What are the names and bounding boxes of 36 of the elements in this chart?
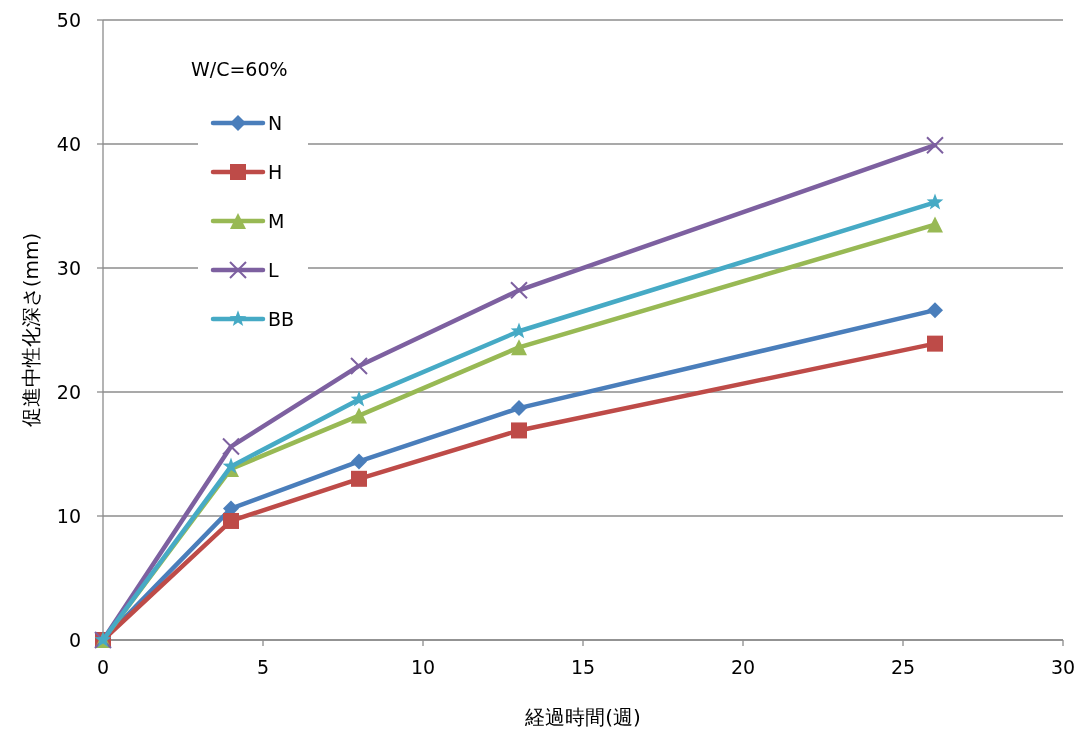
point bbox=[351, 470, 367, 487]
x-tick-label: 0 bbox=[96, 656, 110, 678]
x-tick-label: 20 bbox=[730, 656, 756, 678]
point bbox=[927, 216, 943, 233]
legend-label: N bbox=[268, 112, 283, 134]
x-tick-label: 25 bbox=[890, 656, 916, 678]
point bbox=[351, 453, 367, 470]
point bbox=[351, 407, 367, 424]
y-tick-label: 20 bbox=[56, 381, 81, 403]
y-tick-label: 0 bbox=[68, 629, 81, 651]
point bbox=[511, 422, 527, 439]
y-tick-label: 50 bbox=[56, 9, 81, 31]
y-tick-label: 30 bbox=[56, 257, 81, 279]
x-axis-title: 経過時間(週) bbox=[524, 705, 641, 729]
x-tick-label: 10 bbox=[410, 656, 436, 678]
point bbox=[926, 136, 944, 155]
point bbox=[927, 302, 943, 319]
point bbox=[223, 512, 239, 529]
point bbox=[510, 281, 528, 300]
y-tick-label: 40 bbox=[56, 133, 81, 155]
legend-label: BB bbox=[268, 308, 295, 330]
y-tick-label: 10 bbox=[56, 505, 81, 527]
legend-label: H bbox=[268, 161, 283, 183]
point bbox=[511, 339, 527, 356]
legend-title: W/C=60% bbox=[191, 58, 288, 80]
point bbox=[222, 437, 240, 456]
x-tick-label: 30 bbox=[1050, 656, 1076, 678]
x-tick-label: 15 bbox=[570, 656, 596, 678]
point bbox=[926, 193, 944, 210]
x-tick-label: 5 bbox=[256, 656, 270, 678]
legend-label: L bbox=[268, 259, 279, 281]
point bbox=[927, 335, 943, 352]
legend-label: M bbox=[268, 210, 285, 232]
point bbox=[350, 356, 368, 375]
y-axis-title: 促進中性化深さ(mm) bbox=[19, 232, 43, 428]
point bbox=[511, 400, 527, 417]
